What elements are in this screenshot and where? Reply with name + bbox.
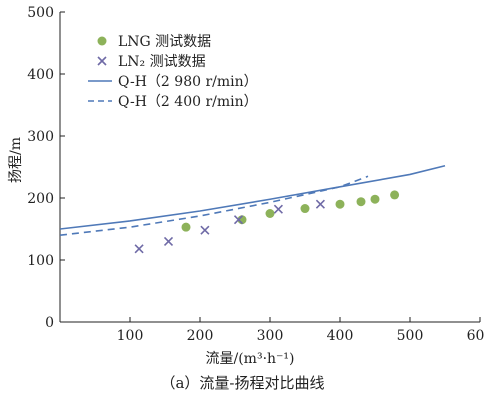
- legend-entry-2: Q-H（2 980 r/min）: [88, 74, 258, 90]
- y-tick-label: 0: [45, 315, 54, 331]
- x-tick-label: 100: [117, 328, 144, 344]
- legend-label-0: LNG 测试数据: [118, 34, 211, 50]
- legend-label-1: LN₂ 测试数据: [118, 54, 206, 70]
- ln2-data-point: [200, 225, 210, 235]
- legend-swatch-1: [97, 56, 107, 66]
- x-tick-label: 500: [397, 328, 424, 344]
- x-axis-label: 流量/(m³·h⁻¹): [206, 351, 295, 367]
- lng-data-point: [300, 204, 310, 214]
- x-tick-label: 400: [327, 328, 354, 344]
- qh-2400-curve: [60, 175, 369, 236]
- legend-swatch-1-stroke: [97, 56, 107, 66]
- ln2-data-point-stroke: [200, 225, 210, 235]
- lng-data-point: [335, 199, 345, 209]
- x-tick-label: 300: [257, 328, 284, 344]
- ln2-data-point-stroke: [163, 236, 174, 246]
- y-axis-label: 扬程/m: [8, 137, 24, 183]
- y-tick-label: 400: [27, 67, 54, 83]
- ln2-data-point-stroke: [134, 244, 144, 254]
- ln2-data-point-stroke: [315, 199, 325, 209]
- lng-data-point: [265, 209, 275, 218]
- lng-data-point: [181, 222, 191, 232]
- legend-swatch-0: [97, 36, 107, 46]
- ln2-data-point: [134, 244, 144, 254]
- x-tick-label: 600: [467, 328, 485, 344]
- y-tick-label: 500: [27, 5, 54, 21]
- y-tick-label: 200: [27, 191, 54, 207]
- ln2-data-point: [163, 236, 174, 246]
- ln2-data-point-stroke: [273, 204, 283, 214]
- lng-data-point: [390, 190, 400, 200]
- ln2-data-point: [315, 199, 325, 209]
- x-tick-label: 200: [187, 328, 214, 344]
- legend-entry-3: Q-H（2 400 r/min）: [88, 94, 258, 110]
- lng-data-point: [370, 194, 380, 204]
- ln2-data-point: [233, 215, 244, 225]
- legend-label-3: Q-H（2 400 r/min）: [118, 94, 258, 110]
- y-tick-label: 300: [27, 129, 54, 145]
- ln2-data-point: [273, 204, 283, 214]
- qh-2980-curve: [60, 164, 446, 230]
- ln2-data-point-stroke: [233, 215, 244, 225]
- figure-caption: （a）流量-扬程对比曲线: [160, 374, 325, 392]
- legend-entry-0: LNG 测试数据: [118, 34, 211, 50]
- legend-label-2: Q-H（2 980 r/min）: [118, 74, 258, 90]
- lng-data-point: [356, 197, 366, 207]
- legend-entry-1: LN₂ 测试数据: [118, 54, 206, 70]
- flow-head-chart: 100 200 300 400 500 600 0 100 200 300 400 500 流量/(m³…: [8, 5, 485, 367]
- y-tick-label: 100: [27, 253, 54, 269]
